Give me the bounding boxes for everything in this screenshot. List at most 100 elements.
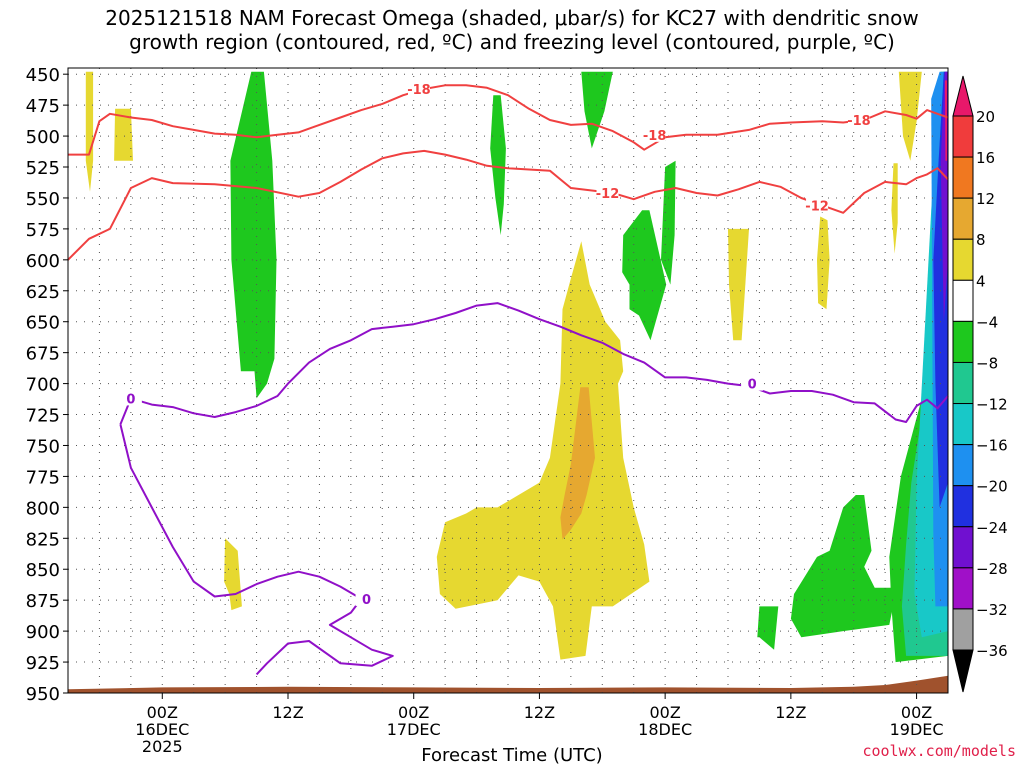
x-tick-label: 00Z (398, 703, 429, 722)
colorbar-bin (952, 361, 974, 405)
omega-region (85, 71, 94, 192)
y-tick-label: 750 (26, 436, 60, 457)
y-tick-label: 525 (26, 158, 60, 179)
y-tick-label: 700 (26, 375, 60, 396)
y-tick-label: 875 (26, 591, 60, 612)
x-tick-label: 17DEC (387, 720, 441, 739)
colorbar-label: −20 (976, 478, 1008, 496)
x-tick-label: 12Z (775, 703, 806, 722)
colorbar-bin (952, 526, 974, 569)
colorbar: 20 16 12 8 4 −4 −8 −12 −16 −20 −24 −28 −32 −36 (952, 75, 1008, 693)
y-tick-label: 925 (26, 653, 60, 674)
y-tick-label: 650 (26, 313, 60, 334)
colorbar-label: −16 (976, 437, 1008, 455)
contour-label-bg (847, 111, 870, 127)
contour-label: 0 (748, 378, 757, 393)
colorbar-bin (952, 238, 974, 281)
x-tick-label: 12Z (524, 703, 555, 722)
y-tick-label: 825 (26, 529, 60, 550)
omega-shading (68, 71, 948, 693)
y-tick-label: 575 (26, 220, 60, 241)
colorbar-bin (952, 403, 974, 446)
contour-label: 0 (362, 593, 371, 608)
contour-label-bg (407, 81, 430, 97)
colorbar-label: 4 (976, 272, 986, 290)
credit-text: coolwx.com/models (862, 742, 1016, 760)
colorbar-label: −32 (976, 601, 1008, 619)
y-tick-label: 775 (26, 467, 60, 488)
title-line-1: 2025121518 NAM Forecast Omega (shaded, μ… (105, 6, 919, 30)
colorbar-label: 20 (976, 108, 995, 126)
chart-title: 2025121518 NAM Forecast Omega (shaded, μ… (0, 6, 1024, 54)
colorbar-label: −24 (976, 519, 1008, 537)
y-tick-label: 800 (26, 498, 60, 519)
omega-region (581, 71, 613, 149)
title-line-2: growth region (contoured, red, ºC) and f… (129, 30, 895, 54)
x-tick-label: 16DEC (135, 720, 189, 739)
contour-label-bg (596, 185, 619, 200)
contour-line (119, 302, 949, 425)
x-tick-label: 00Z (901, 703, 932, 722)
x-tick-label: 12Z (272, 703, 303, 722)
colorbar-label: −28 (976, 560, 1008, 578)
colorbar-label: 12 (976, 190, 995, 208)
terrain-surface (68, 675, 948, 693)
y-tick-label: 625 (26, 282, 60, 303)
y-tick-label: 950 (26, 684, 60, 705)
contour-label: -18 (407, 83, 431, 98)
omega-region (817, 216, 830, 310)
contour-label: 0 (126, 392, 135, 407)
contour-line (68, 84, 949, 156)
omega-region (790, 495, 896, 638)
y-tick-label: 475 (26, 96, 60, 117)
colorbar-arrow-bottom (952, 649, 974, 693)
plot-frame (67, 67, 949, 694)
y-tick-label: 450 (26, 65, 60, 86)
colorbar-label: −8 (976, 354, 998, 372)
y-tick-label: 900 (26, 622, 60, 643)
y-tick-label: 725 (26, 406, 60, 427)
x-axis-label: Forecast Time (UTC) (421, 745, 603, 766)
contour-label: -12 (805, 199, 829, 214)
omega-region (728, 228, 749, 341)
omega-region (114, 108, 133, 161)
grid-lines (68, 68, 949, 693)
colorbar-arrow-top (952, 75, 974, 117)
omega-region (891, 163, 898, 254)
x-tick-label: 2025 (142, 737, 183, 756)
colorbar-label: −12 (976, 396, 1008, 414)
omega-region (944, 80, 947, 161)
y-axis: 450 475 500 525 550 575 600 625 650 675 700 725 750 7… (26, 65, 68, 705)
contour-label: -18 (643, 129, 667, 144)
colorbar-label: 8 (976, 231, 986, 249)
omega-region (560, 387, 595, 540)
omega-region (436, 241, 650, 660)
x-tick-label: 18DEC (638, 720, 692, 739)
contour-label-bg (643, 126, 666, 142)
colorbar-label: −4 (976, 313, 998, 331)
omega-region (622, 210, 667, 341)
y-tick-label: 675 (26, 344, 60, 365)
colorbar-label: 16 (976, 149, 995, 167)
colorbar-bin (952, 279, 974, 322)
contour-label-bg (355, 590, 378, 606)
x-tick-label: 00Z (147, 703, 178, 722)
x-tick-label: 19DEC (890, 720, 944, 739)
contour-line (119, 424, 394, 676)
omega-region (230, 71, 277, 399)
omega-region (224, 538, 242, 611)
contour-lines: -18 -18 -18 -12 -12 0 0 0 (67, 81, 949, 676)
colorbar-label: −36 (976, 642, 1008, 660)
contour-label: -18 (847, 114, 871, 129)
colorbar-bin (952, 567, 974, 610)
x-tick-label: 00Z (649, 703, 680, 722)
colorbar-bin (952, 115, 974, 158)
y-tick-label: 600 (26, 251, 60, 272)
colorbar-bin (952, 197, 974, 240)
colorbar-bin (952, 485, 974, 528)
colorbar-bin (952, 608, 974, 651)
y-tick-label: 850 (26, 560, 60, 581)
contour-label-bg (119, 390, 142, 406)
omega-region (490, 95, 506, 236)
